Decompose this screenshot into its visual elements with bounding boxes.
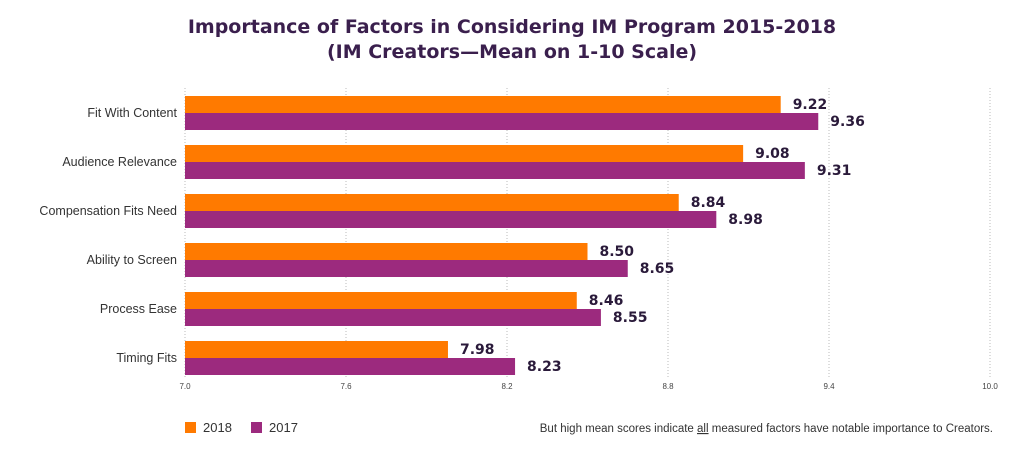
data-label-2017: 9.31 [817,163,852,179]
legend: 2018 2017 [185,420,298,435]
bar-2018 [185,96,781,113]
bar-2018 [185,243,588,260]
category-labels: Fit With Content Audience Relevance Compen… [39,106,177,365]
data-label-2018: 8.46 [589,293,624,309]
bar-2018 [185,341,448,358]
legend-label-2017: 2017 [269,420,298,435]
data-label-2017: 8.65 [640,261,675,277]
bar-2018 [185,292,577,309]
data-label-2018: 9.08 [755,146,790,162]
data-label-2017: 8.23 [527,359,562,375]
footnote-end: measured factors have notable importance… [709,423,993,435]
data-label-2017: 9.36 [830,114,865,130]
bar-2017 [185,211,717,228]
x-tick-label: 10.0 [982,382,998,391]
chart-subtitle: (IM Creators—Mean on 1-10 Scale) [327,41,697,63]
category-label: Timing Fits [116,351,177,365]
x-tick-label: 8.2 [501,382,513,391]
footnote-start: But high mean scores indicate [540,423,697,435]
x-tick-label: 9.4 [823,382,835,391]
category-label: Process Ease [100,302,177,316]
chart-title: Importance of Factors in Considering IM … [188,16,836,38]
x-axis-ticks: 7.0 7.6 8.2 8.8 9.4 10.0 [179,382,998,391]
bar-2018 [185,194,679,211]
bar-2017 [185,113,819,130]
bar-2017 [185,309,601,326]
data-label-2017: 8.98 [728,212,763,228]
x-tick-label: 7.6 [340,382,352,391]
data-label-2018: 7.98 [460,342,495,358]
data-label-2018: 9.22 [793,97,828,113]
category-label: Fit With Content [87,106,177,120]
footnote-underlined: all [697,423,709,435]
category-label: Compensation Fits Need [39,204,177,218]
legend-swatch-2017 [251,422,262,433]
data-label-2017: 8.55 [613,310,648,326]
bar-2018 [185,145,744,162]
bars: 9.229.36 9.08 9.31 8.848.98 8.50 8.65 8.468.55… [185,96,865,375]
category-label: Ability to Screen [87,253,177,267]
data-label-2018: 8.84 [691,195,726,211]
legend-label-2018: 2018 [203,420,232,435]
bar-2017 [185,358,516,375]
data-label-2018: 8.50 [600,244,635,260]
category-label: Audience Relevance [62,155,177,169]
gridlines [184,88,991,378]
footnote: But high mean scores indicate all measur… [540,423,993,435]
legend-swatch-2018 [185,422,196,433]
bar-2017 [185,260,628,277]
bar-2017 [185,162,805,179]
x-tick-label: 7.0 [179,382,191,391]
x-tick-label: 8.8 [662,382,674,391]
